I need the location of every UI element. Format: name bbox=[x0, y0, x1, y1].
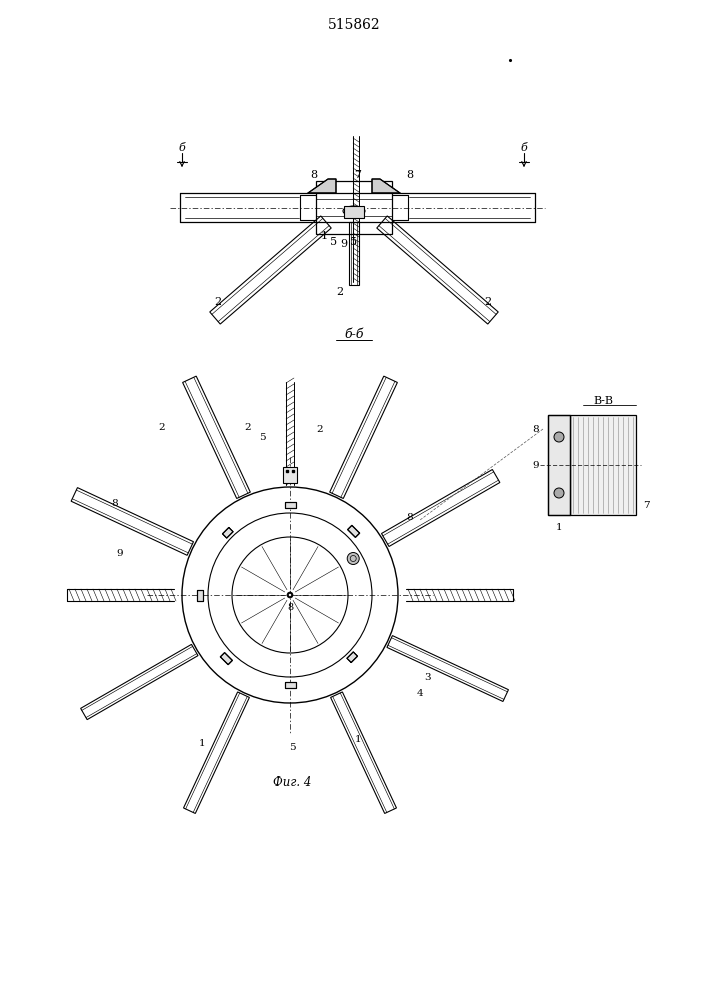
Polygon shape bbox=[223, 527, 233, 538]
Text: 9: 9 bbox=[532, 460, 539, 470]
Text: Фиг. 4: Фиг. 4 bbox=[273, 776, 311, 788]
Text: 7: 7 bbox=[354, 170, 361, 180]
Circle shape bbox=[288, 593, 291, 596]
Bar bbox=[283, 467, 297, 483]
Text: 9: 9 bbox=[117, 548, 123, 558]
Ellipse shape bbox=[343, 206, 365, 216]
Text: 5: 5 bbox=[259, 432, 265, 442]
Circle shape bbox=[554, 432, 564, 442]
Text: 9: 9 bbox=[341, 239, 348, 249]
Text: 7: 7 bbox=[643, 500, 649, 510]
Text: 2: 2 bbox=[484, 297, 491, 307]
Polygon shape bbox=[284, 502, 296, 508]
Text: 515862: 515862 bbox=[327, 18, 380, 32]
Text: 8: 8 bbox=[310, 170, 317, 180]
Bar bbox=[548, 415, 570, 515]
Text: 8: 8 bbox=[112, 498, 118, 508]
Text: 2: 2 bbox=[337, 287, 344, 297]
Polygon shape bbox=[308, 179, 336, 193]
Text: 8: 8 bbox=[287, 602, 293, 611]
Text: б: б bbox=[179, 143, 185, 153]
Text: В-В: В-В bbox=[593, 396, 613, 406]
Bar bbox=[344, 206, 364, 218]
Circle shape bbox=[347, 552, 359, 564]
Text: 4: 4 bbox=[416, 688, 423, 698]
Text: 2: 2 bbox=[158, 422, 165, 432]
Text: 2: 2 bbox=[245, 422, 251, 432]
Text: 5: 5 bbox=[288, 742, 296, 752]
Text: 5: 5 bbox=[351, 237, 358, 247]
Text: 1: 1 bbox=[320, 231, 327, 241]
Text: 1: 1 bbox=[355, 736, 361, 744]
Polygon shape bbox=[284, 682, 296, 688]
Text: 8: 8 bbox=[532, 424, 539, 434]
Polygon shape bbox=[372, 179, 400, 193]
Text: 8: 8 bbox=[407, 170, 414, 180]
Text: б-б: б-б bbox=[344, 328, 363, 342]
Polygon shape bbox=[347, 652, 358, 663]
Text: 2: 2 bbox=[317, 426, 323, 434]
Polygon shape bbox=[197, 589, 203, 600]
Text: 1: 1 bbox=[199, 738, 205, 748]
Text: 8: 8 bbox=[407, 512, 414, 522]
Text: 3: 3 bbox=[425, 672, 431, 682]
Circle shape bbox=[554, 488, 564, 498]
Polygon shape bbox=[348, 525, 360, 537]
Text: б: б bbox=[520, 143, 527, 153]
Text: 1: 1 bbox=[556, 522, 562, 532]
Text: 5: 5 bbox=[330, 237, 337, 247]
Text: 2: 2 bbox=[214, 297, 221, 307]
Bar bbox=[316, 181, 392, 234]
Bar bbox=[570, 415, 636, 515]
Polygon shape bbox=[221, 653, 233, 665]
Bar bbox=[548, 415, 570, 515]
Circle shape bbox=[287, 592, 293, 598]
